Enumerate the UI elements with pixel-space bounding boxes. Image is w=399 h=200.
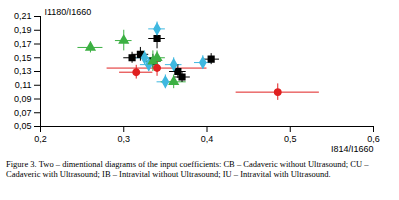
svg-text:0,5: 0,5 bbox=[284, 134, 297, 144]
svg-text:0,6: 0,6 bbox=[367, 134, 380, 144]
svg-text:0,3: 0,3 bbox=[117, 134, 130, 144]
svg-text:0,17: 0,17 bbox=[14, 39, 32, 49]
svg-text:0,15: 0,15 bbox=[14, 53, 32, 63]
html-text:Figure 3. Two – dimentional di: Figure 3. Two – dimentional diagrams of … bbox=[6, 159, 369, 179]
svg-text:0,09: 0,09 bbox=[14, 94, 32, 104]
svg-text:0,2: 0,2 bbox=[34, 134, 47, 144]
svg-text:0,21: 0,21 bbox=[14, 11, 32, 21]
svg-text:0,4: 0,4 bbox=[201, 134, 214, 144]
svg-text:0,07: 0,07 bbox=[14, 108, 32, 118]
svg-text:0,19: 0,19 bbox=[14, 25, 32, 35]
svg-text:I1180/I1660: I1180/I1660 bbox=[45, 7, 92, 17]
svg-text:I814/I1660: I814/I1660 bbox=[331, 144, 374, 154]
svg-text:0,13: 0,13 bbox=[14, 66, 32, 76]
svg-text:0,05: 0,05 bbox=[14, 121, 32, 131]
svg-text:0,11: 0,11 bbox=[15, 80, 32, 90]
